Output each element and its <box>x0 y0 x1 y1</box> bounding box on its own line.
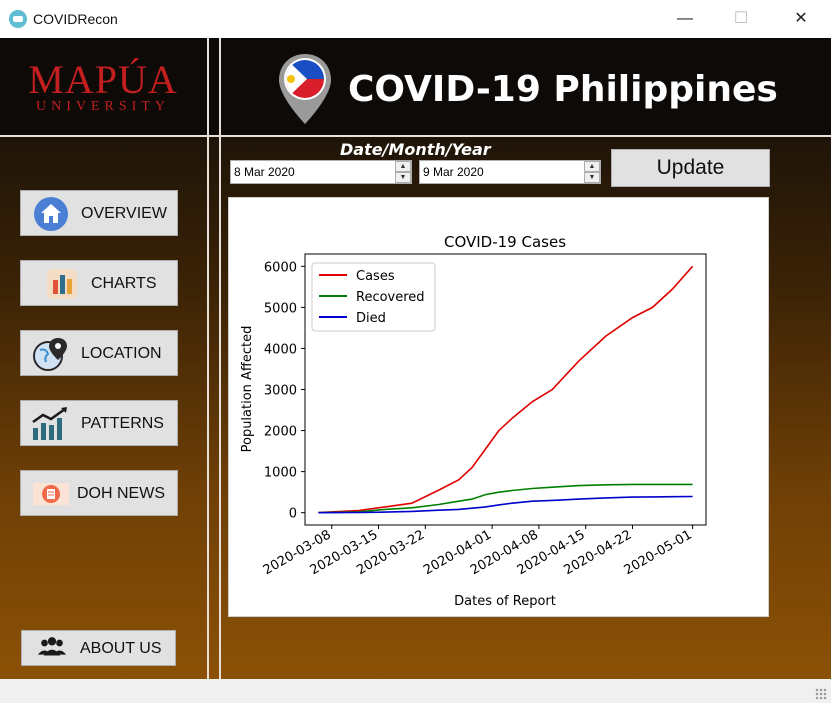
about-us-label: ABOUT US <box>80 640 162 657</box>
mapua-logo: MAPÚA UNIVERSITY <box>18 60 188 114</box>
patterns-label: PATTERNS <box>81 415 164 432</box>
update-button[interactable]: Update <box>611 149 770 187</box>
doh-news-button[interactable]: DOH NEWS <box>20 470 178 516</box>
divider <box>219 38 221 679</box>
philippines-pin-icon <box>279 54 331 124</box>
y-tick-label: 4000 <box>264 342 297 357</box>
charts-button[interactable]: CHARTS <box>20 260 178 306</box>
charts-label: CHARTS <box>91 275 157 292</box>
end-date-spinbox[interactable]: 9 Mar 2020 ▲ ▼ <box>419 160 601 184</box>
patterns-button[interactable]: PATTERNS <box>20 400 178 446</box>
header-bar <box>0 38 831 136</box>
minimize-button[interactable]: — <box>677 10 693 27</box>
overview-label: OVERVIEW <box>81 205 167 222</box>
bar-chart-icon <box>47 269 77 299</box>
x-axis-label: Dates of Report <box>454 594 556 609</box>
y-tick-label: 1000 <box>264 466 297 481</box>
title-bar: COVIDRecon — ☐ ✕ <box>0 0 831 38</box>
y-axis-label: Population Affected <box>240 326 255 453</box>
y-tick-label: 0 <box>289 507 297 522</box>
end-date-up-arrow[interactable]: ▲ <box>584 161 600 172</box>
about-us-button[interactable]: ABOUT US <box>21 630 176 666</box>
y-tick-label: 5000 <box>264 301 297 316</box>
series-line-recovered <box>318 483 693 514</box>
location-icon <box>33 338 67 371</box>
y-tick-label: 3000 <box>264 384 297 399</box>
users-icon <box>37 637 67 656</box>
logo-line2: UNIVERSITY <box>36 99 170 114</box>
divider <box>0 135 831 137</box>
start-date-value: 8 Mar 2020 <box>234 165 295 179</box>
logo-line1: MAPÚA <box>28 57 178 102</box>
window-title: COVIDRecon <box>33 11 118 27</box>
legend-cases: Cases <box>356 269 395 284</box>
legend-died: Died <box>356 311 386 326</box>
series-line-died <box>318 495 693 514</box>
divider <box>207 38 209 679</box>
start-date-spinbox[interactable]: 8 Mar 2020 ▲ ▼ <box>230 160 412 184</box>
mask-icon <box>9 10 27 28</box>
chart-title: COVID-19 Cases <box>444 233 566 251</box>
end-date-value: 9 Mar 2020 <box>423 165 484 179</box>
doh-news-label: DOH NEWS <box>77 485 165 502</box>
close-button[interactable]: ✕ <box>794 10 808 27</box>
overview-button[interactable]: OVERVIEW <box>20 190 178 236</box>
resize-grip[interactable] <box>815 688 827 700</box>
date-format-label: Date/Month/Year <box>340 140 491 159</box>
legend: Cases Recovered Died <box>311 262 436 332</box>
start-date-up-arrow[interactable]: ▲ <box>395 161 411 172</box>
y-tick-label: 6000 <box>264 260 297 275</box>
home-icon <box>34 197 68 231</box>
app-main: MAPÚA UNIVERSITY COVID-19 Philippines OV… <box>0 38 831 679</box>
start-date-down-arrow[interactable]: ▼ <box>395 172 411 183</box>
legend-recovered: Recovered <box>356 290 425 305</box>
series-line-cases <box>318 265 694 514</box>
news-icon <box>33 483 69 505</box>
y-tick-label: 2000 <box>264 425 297 440</box>
location-button[interactable]: LOCATION <box>20 330 178 376</box>
status-bar <box>0 679 831 703</box>
chart-panel: COVID-19 Cases 0 1000 2000 3000 4000 5000 6000… <box>228 197 769 617</box>
maximize-button[interactable]: ☐ <box>733 10 749 27</box>
page-title: COVID-19 Philippines <box>348 69 778 110</box>
end-date-down-arrow[interactable]: ▼ <box>584 172 600 183</box>
location-label: LOCATION <box>81 345 162 362</box>
x-tick-label: 2020-05-01 <box>622 527 695 578</box>
trend-chart-icon <box>32 407 67 440</box>
covid-cases-chart: COVID-19 Cases 0 1000 2000 3000 4000 5000 6000… <box>240 233 707 609</box>
